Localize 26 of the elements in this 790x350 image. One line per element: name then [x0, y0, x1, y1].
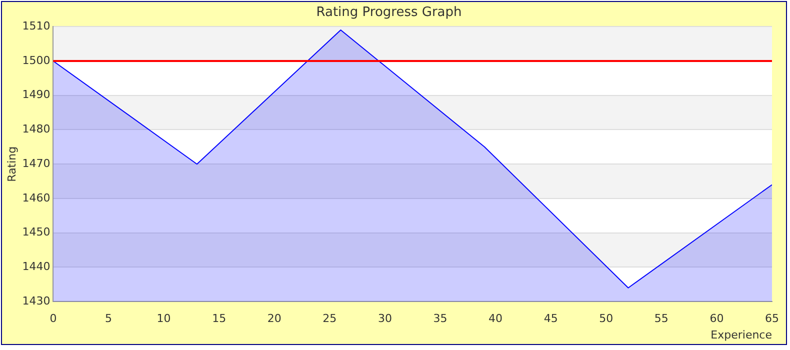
x-tick-label: 60 [710, 312, 724, 326]
x-tick-label: 55 [654, 312, 668, 326]
y-axis-title: Rating [5, 146, 18, 182]
y-tick-label: 1490 [22, 88, 50, 102]
y-tick-label: 1440 [22, 260, 50, 274]
x-tick-label: 45 [544, 312, 558, 326]
y-tick-label: 1480 [22, 122, 50, 136]
x-tick-label: 40 [488, 312, 503, 326]
x-tick-label: 50 [599, 312, 614, 326]
x-tick-label: 20 [267, 312, 282, 326]
x-tick-label: 5 [104, 312, 112, 326]
y-tick-label: 1510 [22, 19, 50, 32]
x-tick-label: 15 [212, 312, 226, 326]
y-tick-label: 1450 [22, 226, 50, 239]
x-axis-title: Experience [710, 328, 772, 342]
chart-title: Rating Progress Graph [316, 5, 462, 20]
y-tick-label: 1430 [22, 294, 50, 308]
x-tick-label: 25 [322, 312, 337, 326]
y-tick-label: 1460 [22, 191, 50, 204]
y-tick-label: 1470 [22, 156, 50, 170]
x-tick-label: 65 [765, 312, 779, 326]
x-tick-label: 35 [433, 312, 448, 326]
x-tick-label: 0 [50, 312, 57, 326]
x-tick-label: 30 [378, 312, 392, 326]
x-tick-label: 10 [156, 312, 171, 326]
y-tick-label: 1500 [22, 54, 50, 67]
